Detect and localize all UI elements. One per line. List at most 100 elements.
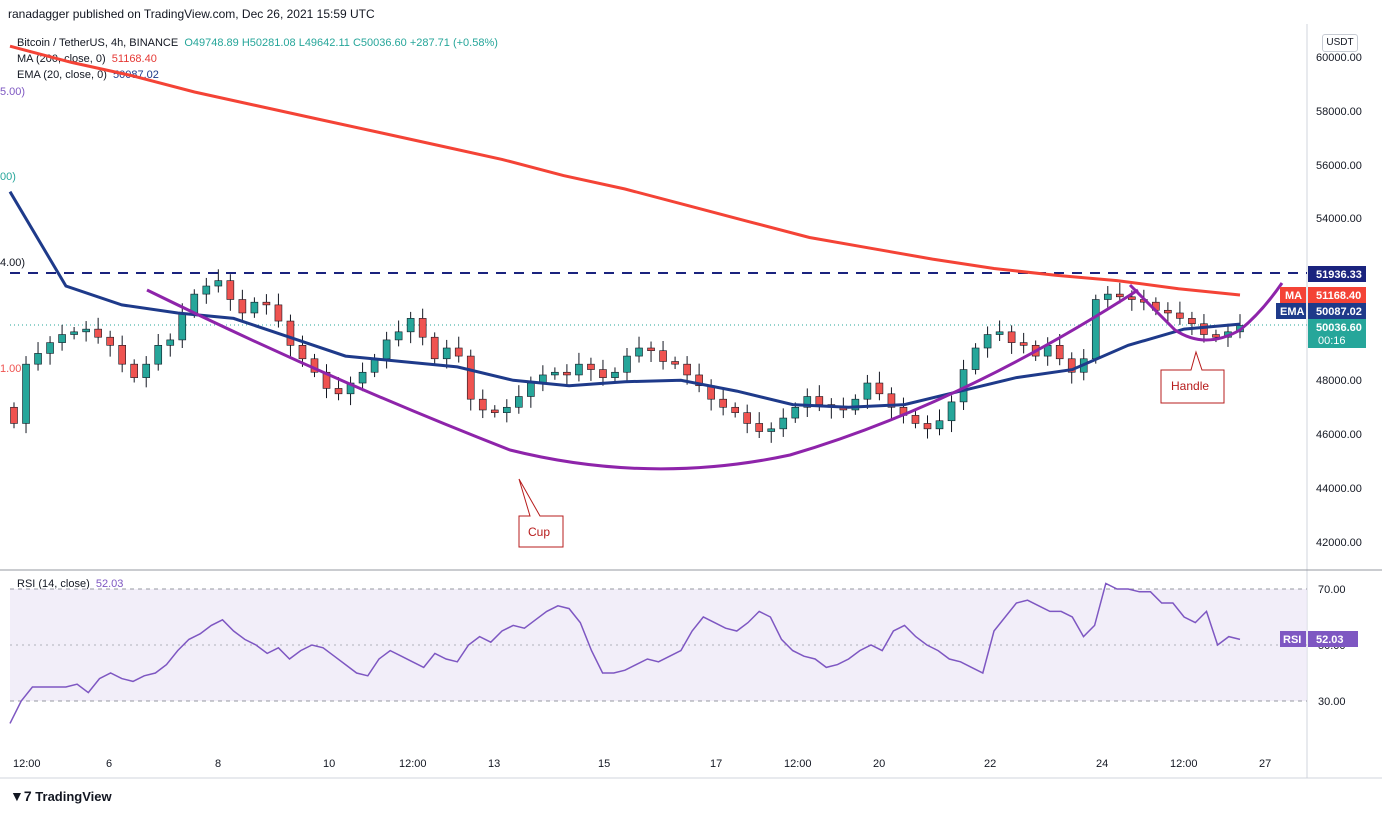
cut-label-a: 5.00) — [0, 86, 26, 98]
candlestick-series — [10, 269, 1244, 443]
ema-value: 50087.02 — [113, 69, 159, 81]
candle-body — [334, 388, 343, 395]
candle-body — [575, 363, 583, 376]
time-tick-9: 20 — [873, 758, 885, 770]
candle-body — [1176, 312, 1184, 319]
time-tick-0: 12:00 — [13, 758, 41, 770]
price-tick-48000: 48000.00 — [1316, 375, 1362, 387]
publisher-header: ranadagger published on TradingView.com,… — [8, 7, 375, 21]
candle-body — [515, 396, 523, 408]
resistance-badge — [1308, 266, 1366, 282]
rsi-badge — [1308, 631, 1358, 647]
candle-body — [863, 382, 872, 400]
candle-body — [46, 342, 54, 354]
candle-body — [250, 301, 259, 314]
ema-label: EMA (20, close, 0) — [17, 69, 107, 81]
candle-body — [298, 345, 307, 360]
time-tick-4: 12:00 — [399, 758, 427, 770]
time-tick-7: 17 — [710, 758, 722, 770]
time-tick-12: 12:00 — [1170, 758, 1198, 770]
price-tick-54000: 54000.00 — [1316, 213, 1362, 225]
candle-body — [887, 393, 896, 408]
candle-body — [947, 401, 956, 422]
ema-20-line — [8, 190, 1241, 409]
candle-body — [166, 339, 175, 346]
rsi-legend-value: 52.03 — [95, 578, 124, 590]
candle-body — [683, 363, 691, 376]
ma-badge — [1308, 287, 1366, 303]
candle-body — [22, 363, 30, 424]
candle-body — [430, 336, 439, 360]
candle-body — [1116, 293, 1124, 298]
time-tick-2: 8 — [215, 758, 221, 770]
candle-body — [923, 423, 932, 430]
ohlc-values: O49748.89 H50281.08 L49642.11 C50036.60 … — [184, 37, 498, 49]
candle-body — [178, 312, 187, 341]
candle-body — [551, 371, 559, 376]
candle-body — [635, 347, 643, 357]
candle-body — [659, 350, 667, 362]
handle-callout — [1160, 350, 1225, 404]
candle-body — [563, 371, 571, 376]
rsi-line — [9, 582, 1241, 724]
tradingview-logo[interactable]: ▼7 TradingView — [10, 788, 112, 804]
candle-body — [995, 331, 1004, 335]
candle-body — [587, 363, 595, 370]
footer-brand: TradingView — [35, 789, 112, 804]
candle-body — [358, 371, 367, 384]
candle-body — [154, 345, 163, 365]
time-tick-3: 10 — [323, 758, 335, 770]
candle-body — [1128, 296, 1136, 300]
candle-body — [490, 409, 499, 413]
time-tick-6: 15 — [598, 758, 610, 770]
candle-body — [671, 361, 679, 365]
rsi-badge-tag-box — [1280, 631, 1306, 647]
candle-body — [142, 363, 151, 378]
ema-badge — [1308, 303, 1366, 319]
candle-body — [851, 398, 860, 411]
candle-body — [1067, 358, 1076, 373]
price-tick-46000: 46000.00 — [1316, 429, 1362, 441]
ma-200-line — [9, 44, 1241, 297]
candle-body — [731, 406, 739, 413]
candle-body — [454, 347, 463, 357]
resistance-badge-text: 51936.33 — [1316, 269, 1362, 281]
candle-body — [983, 334, 992, 349]
candle-body — [623, 355, 631, 373]
cut-label-c: 4.00) — [0, 257, 26, 269]
candle-body — [743, 412, 751, 424]
candle-body — [1055, 345, 1064, 360]
candle-body — [875, 382, 884, 395]
candle-body — [767, 428, 776, 432]
candle-body — [58, 334, 66, 343]
candle-body — [1200, 323, 1208, 335]
candle-body — [1091, 299, 1100, 360]
ma-value: 51168.40 — [111, 53, 157, 65]
candle-body — [478, 398, 487, 411]
candle-body — [274, 304, 283, 322]
candle-body — [791, 406, 800, 419]
candle-body — [647, 347, 655, 351]
ma-badge-tag: MA — [1285, 290, 1302, 302]
currency-button[interactable]: USDT — [1322, 34, 1358, 52]
candle-body — [34, 353, 42, 365]
candle-body — [1019, 342, 1028, 346]
candle-body — [803, 396, 812, 408]
candle-body — [911, 415, 920, 424]
candle-body — [611, 371, 619, 378]
candle-body — [755, 423, 764, 432]
candle-body — [94, 328, 102, 338]
rsi-label: RSI (14, close) — [17, 578, 90, 590]
candle-body — [527, 382, 535, 397]
candle-body — [442, 347, 451, 360]
cup-callout — [518, 478, 564, 548]
candle-body — [935, 420, 944, 430]
candle-body — [262, 301, 271, 306]
time-tick-11: 24 — [1096, 758, 1108, 770]
rsi-badge-tag: RSI — [1283, 634, 1301, 646]
tv-logo-icon: ▼7 — [10, 788, 32, 804]
candle-body — [971, 347, 980, 370]
price-tick-42000: 42000.00 — [1316, 537, 1362, 549]
time-tick-1: 6 — [106, 758, 112, 770]
